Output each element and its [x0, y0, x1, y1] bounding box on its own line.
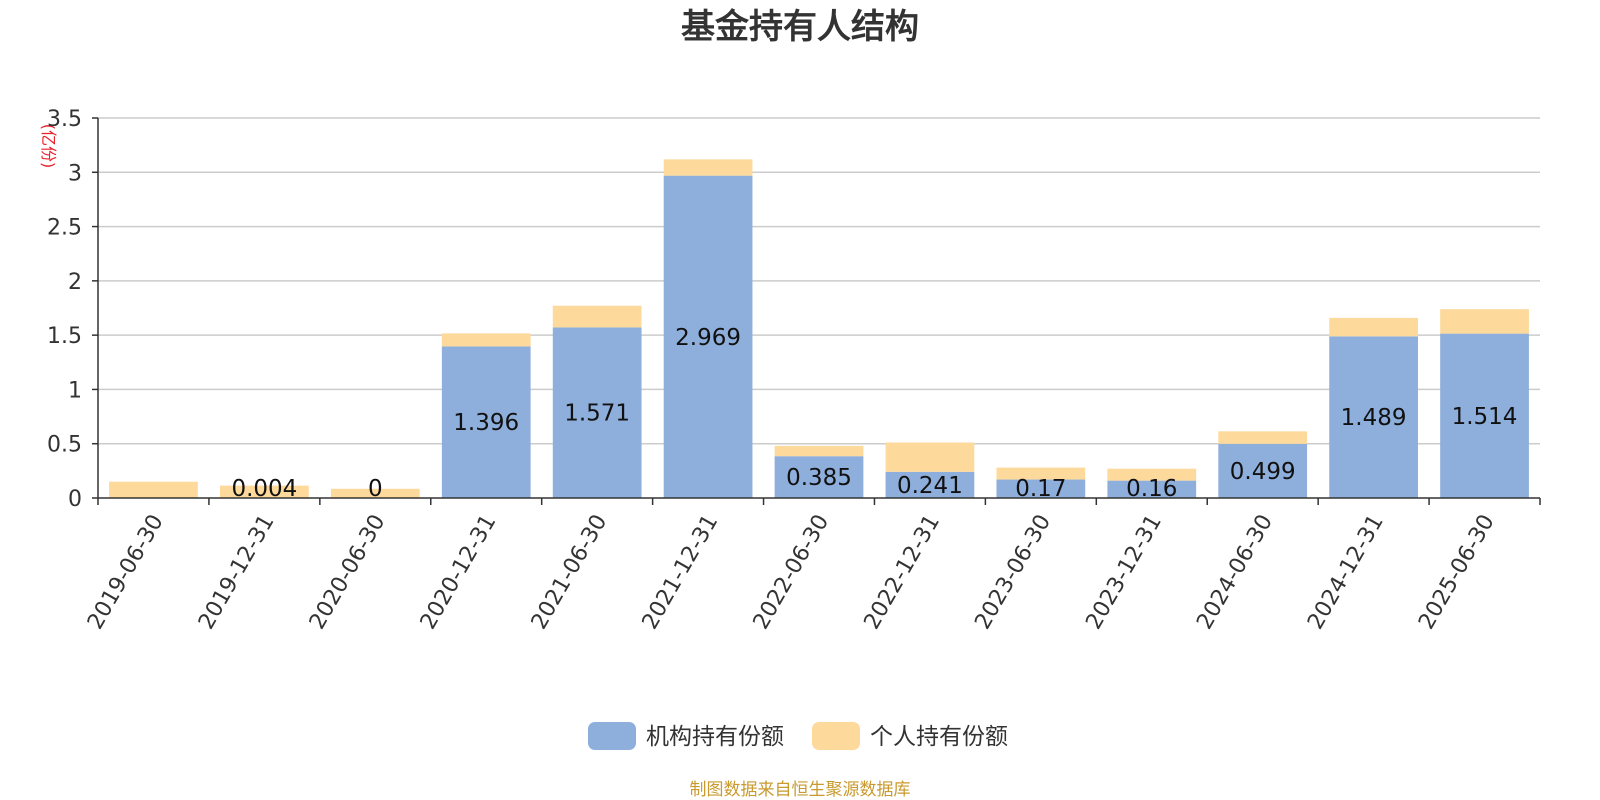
data-labels: 0.004 0 1.396 1.571 2.969 0.385 0.241 0.17 0.16 0… — [231, 325, 1517, 502]
y-axis-ticks: 0 0.5 1 1.5 2 2.5 3 3.5 — [47, 107, 98, 512]
y-axis-unit-label: (亿份) — [39, 124, 58, 169]
bar-individual[interactable] — [996, 467, 1086, 480]
y-tick-label: 1 — [68, 378, 82, 403]
bar-individual[interactable] — [220, 485, 309, 498]
y-tick-label: 3 — [68, 161, 82, 186]
y-tick-label: 1.5 — [47, 324, 82, 349]
bar-institutional[interactable] — [1440, 333, 1529, 498]
data-label-institutional: 0.16 — [1126, 476, 1177, 502]
chart-title: 基金持有人结构 — [681, 7, 919, 47]
data-label-institutional: 0.499 — [1230, 459, 1296, 485]
bar-institutional[interactable] — [1107, 480, 1197, 498]
data-label-institutional: 0.17 — [1015, 476, 1066, 502]
bar-individual[interactable] — [441, 333, 531, 347]
bar-individual[interactable] — [1218, 431, 1308, 444]
bars — [109, 159, 1529, 498]
x-tick-label: 2021-12-31 — [638, 511, 724, 634]
x-tick-label: 2024-12-31 — [1303, 511, 1389, 634]
bar-institutional[interactable] — [663, 175, 753, 498]
bar-institutional[interactable] — [774, 456, 864, 498]
data-label-institutional: 2.969 — [675, 325, 741, 351]
legend[interactable]: 机构持有份额 个人持有份额 — [588, 722, 1008, 750]
gridlines — [98, 117, 1540, 445]
data-label-institutional: 0.385 — [786, 465, 852, 491]
source-note: 制图数据来自恒生聚源数据库 — [690, 780, 911, 800]
data-label-institutional: 1.514 — [1452, 404, 1518, 430]
x-tick-label: 2020-06-30 — [305, 511, 391, 634]
x-tick-label: 2019-06-30 — [83, 511, 169, 634]
axes — [97, 118, 1540, 499]
data-label-institutional: 1.571 — [564, 401, 630, 427]
bar-individual[interactable] — [1440, 309, 1529, 334]
legend-item-individual[interactable]: 个人持有份额 — [812, 722, 1008, 750]
x-tick-label: 2025-06-30 — [1414, 511, 1500, 634]
bar-institutional[interactable] — [552, 327, 642, 498]
bar-individual[interactable] — [663, 159, 753, 176]
x-tick-label: 2021-06-30 — [527, 511, 613, 634]
bar-individual[interactable] — [1329, 317, 1418, 337]
bar-institutional[interactable] — [996, 479, 1086, 498]
y-tick-label: 2 — [68, 270, 82, 295]
bar-individual[interactable] — [330, 488, 420, 498]
y-tick-label: 2.5 — [47, 216, 82, 241]
bar-institutional[interactable] — [1329, 336, 1418, 498]
bar-individual[interactable] — [774, 445, 864, 457]
x-tick-label: 2020-12-31 — [416, 511, 502, 634]
bar-institutional[interactable] — [1218, 443, 1308, 498]
legend-label-individual: 个人持有份额 — [870, 724, 1008, 750]
data-label-institutional: 0.241 — [897, 473, 963, 499]
x-tick-label: 2023-12-31 — [1081, 511, 1167, 634]
x-axis-ticks: 2019-06-30 2019-12-31 2020-06-30 2020-12-31… — [83, 498, 1541, 634]
y-tick-label: 3.5 — [47, 107, 82, 132]
bar-individual[interactable] — [885, 442, 975, 472]
y-tick-label: 0.5 — [47, 433, 82, 458]
data-label-institutional: 1.396 — [453, 410, 519, 436]
bar-institutional[interactable] — [885, 471, 975, 498]
x-tick-label: 2024-06-30 — [1192, 511, 1278, 634]
bar-individual[interactable] — [1107, 468, 1197, 481]
data-label-institutional: 0.004 — [231, 476, 297, 502]
x-tick-label: 2019-12-31 — [194, 511, 280, 634]
legend-swatch-individual — [812, 722, 860, 750]
bar-institutional[interactable] — [441, 346, 531, 498]
x-tick-label: 2022-12-31 — [860, 511, 946, 634]
data-label-institutional: 0 — [368, 476, 383, 502]
legend-label-institutional: 机构持有份额 — [646, 724, 784, 750]
bar-individual[interactable] — [109, 481, 198, 498]
y-tick-label: 0 — [68, 487, 82, 512]
legend-swatch-institutional — [588, 722, 636, 750]
data-label-institutional: 1.489 — [1341, 405, 1407, 431]
x-tick-label: 2022-06-30 — [749, 511, 835, 634]
legend-item-institutional[interactable]: 机构持有份额 — [588, 722, 784, 750]
bar-individual[interactable] — [552, 305, 642, 328]
x-tick-label: 2023-06-30 — [970, 511, 1056, 634]
